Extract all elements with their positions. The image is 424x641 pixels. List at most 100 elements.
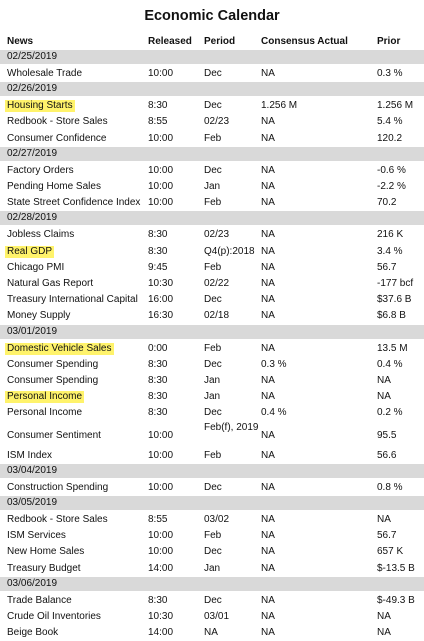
- table-row[interactable]: Natural Gas Report 10:30 02/22 NA -177 bcf: [0, 276, 424, 292]
- table-row[interactable]: Construction Spending 10:00 Dec NA 0.8 %: [0, 480, 424, 496]
- released-time: 16:00: [148, 294, 174, 306]
- released-time: 10:00: [148, 132, 174, 144]
- period: Jan: [204, 375, 221, 386]
- period: Dec: [204, 100, 222, 112]
- table-row[interactable]: Treasury Budget 14:00 Jan NA $-13.5 B: [0, 561, 424, 577]
- header-news: News: [7, 36, 34, 47]
- table-row[interactable]: Crude Oil Inventories 10:30 03/01 NA NA: [0, 609, 424, 625]
- table-row[interactable]: Chicago PMI 9:45 Feb NA 56.7: [0, 260, 424, 276]
- table-row[interactable]: Real GDP 8:30 Q4(p):2018 NA 3.4 %: [0, 244, 424, 260]
- prior-value: -2.2 %: [377, 181, 406, 192]
- released-time: 10:00: [148, 197, 174, 209]
- period: Feb: [204, 530, 222, 542]
- event-name: Factory Orders: [7, 164, 74, 176]
- consensus-actual: 0.3 %: [261, 358, 287, 370]
- header-released: Released: [148, 36, 192, 47]
- period: Feb: [204, 261, 222, 273]
- date-label: 03/01/2019: [7, 325, 58, 337]
- prior-value: 13.5 M: [377, 342, 408, 354]
- table-row[interactable]: New Home Sales 10:00 Dec NA 657 K: [0, 544, 424, 560]
- date-label: 02/26/2019: [7, 83, 58, 95]
- prior-value: -177 bcf: [377, 278, 414, 289]
- released-time: 8:30: [148, 375, 168, 386]
- date-separator: 02/27/2019: [0, 146, 424, 161]
- table-row[interactable]: ISM Index 10:00 Feb NA 56.6: [0, 448, 424, 464]
- table-row[interactable]: Wholesale Trade 10:00 Dec NA 0.3 %: [0, 66, 424, 82]
- released-time: 8:30: [148, 391, 168, 403]
- date-label: 02/28/2019: [7, 212, 58, 224]
- table-row[interactable]: Money Supply 16:30 02/18 NA $6.8 B: [0, 308, 424, 324]
- prior-value: 0.3 %: [377, 68, 403, 79]
- consensus-actual: NA: [261, 197, 275, 209]
- event-name: Domestic Vehicle Sales: [5, 342, 114, 355]
- table-row[interactable]: Redbook - Store Sales 8:55 03/02 NA NA: [0, 512, 424, 528]
- event-name: Personal Income: [7, 407, 83, 419]
- consensus-actual: NA: [261, 391, 275, 403]
- consensus-actual: NA: [261, 594, 275, 606]
- table-row[interactable]: Domestic Vehicle Sales 0:00 Feb NA 13.5 M: [0, 341, 424, 357]
- table-row[interactable]: Treasury International Capital 16:00 Dec NA…: [0, 292, 424, 308]
- prior-value: $-49.3 B: [377, 594, 415, 606]
- table-row[interactable]: Personal Income 8:30 Dec 0.4 % 0.2 %: [0, 405, 424, 421]
- released-time: 14:00: [148, 627, 174, 639]
- event-name: Money Supply: [7, 310, 71, 322]
- period: Dec: [204, 407, 222, 419]
- consensus-actual: NA: [261, 627, 275, 639]
- table-row[interactable]: Consumer Confidence 10:00 Feb NA 120.2: [0, 131, 424, 147]
- consensus-actual: NA: [261, 294, 275, 306]
- table-row[interactable]: Consumer Spending 8:30 Jan NA NA: [0, 373, 424, 389]
- prior-value: 56.7: [377, 530, 397, 542]
- header-prior: Prior: [377, 36, 401, 47]
- released-time: 8:30: [148, 100, 168, 112]
- table-row[interactable]: Beige Book 14:00 NA NA NA: [0, 625, 424, 641]
- table-row[interactable]: Consumer Spending 8:30 Dec 0.3 % 0.4 %: [0, 357, 424, 373]
- period: Jan: [204, 562, 221, 574]
- prior-value: $-13.5 B: [377, 562, 415, 574]
- period: Q4(p):2018: [204, 245, 255, 257]
- table-row[interactable]: Trade Balance 8:30 Dec NA $-49.3 B: [0, 593, 424, 609]
- table-row[interactable]: Jobless Claims 8:30 02/23 NA 216 K: [0, 227, 424, 243]
- prior-value: 70.2: [377, 197, 397, 209]
- released-time: 8:30: [148, 594, 168, 606]
- date-separator: 02/28/2019: [0, 211, 424, 226]
- period: Dec: [204, 164, 222, 176]
- event-name: Pending Home Sales: [7, 181, 101, 192]
- consensus-actual: NA: [261, 429, 275, 441]
- event-name: Chicago PMI: [7, 261, 65, 273]
- consensus-actual: NA: [261, 132, 275, 144]
- prior-value: NA: [377, 611, 391, 622]
- prior-value: 95.5: [377, 429, 397, 441]
- consensus-actual: NA: [261, 245, 275, 257]
- prior-value: 3.4 %: [377, 245, 403, 257]
- released-time: 10:30: [148, 278, 174, 289]
- table-row[interactable]: Personal Income 8:30 Jan NA NA: [0, 389, 424, 405]
- prior-value: NA: [377, 514, 391, 525]
- prior-value: 56.6: [377, 449, 397, 461]
- prior-value: 216 K: [377, 229, 404, 241]
- released-time: 8:30: [148, 229, 168, 241]
- table-row[interactable]: Pending Home Sales 10:00 Jan NA -2.2 %: [0, 179, 424, 195]
- period: Dec: [204, 481, 222, 493]
- table-row[interactable]: ISM Services 10:00 Feb NA 56.7: [0, 528, 424, 544]
- released-time: 10:00: [148, 429, 174, 441]
- event-name: Real GDP: [5, 245, 55, 258]
- period: Feb: [204, 132, 222, 144]
- prior-value: NA: [377, 375, 391, 386]
- consensus-actual: NA: [261, 546, 275, 558]
- header-consensus-actual: Consensus Actual: [261, 36, 348, 47]
- prior-value: 120.2: [377, 132, 403, 144]
- table-row[interactable]: Consumer Sentiment 10:00 Feb(f), 2019 NA 95.…: [0, 422, 424, 448]
- date-separator: 03/06/2019: [0, 576, 424, 591]
- period: Dec: [204, 68, 222, 79]
- table-row[interactable]: Housing Starts 8:30 Dec 1.256 M 1.256 M: [0, 98, 424, 114]
- event-name: ISM Services: [7, 530, 66, 542]
- event-name: Housing Starts: [5, 100, 75, 113]
- table-row[interactable]: Redbook - Store Sales 8:55 02/23 NA 5.4 %: [0, 114, 424, 130]
- table-row[interactable]: Factory Orders 10:00 Dec NA -0.6 %: [0, 163, 424, 179]
- event-name: Redbook - Store Sales: [7, 116, 108, 128]
- prior-value: 5.4 %: [377, 116, 403, 128]
- event-name: Natural Gas Report: [7, 278, 94, 289]
- period: Dec: [204, 358, 222, 370]
- table-row[interactable]: State Street Confidence Index 10:00 Feb NA 7…: [0, 195, 424, 211]
- event-name: State Street Confidence Index: [7, 197, 141, 209]
